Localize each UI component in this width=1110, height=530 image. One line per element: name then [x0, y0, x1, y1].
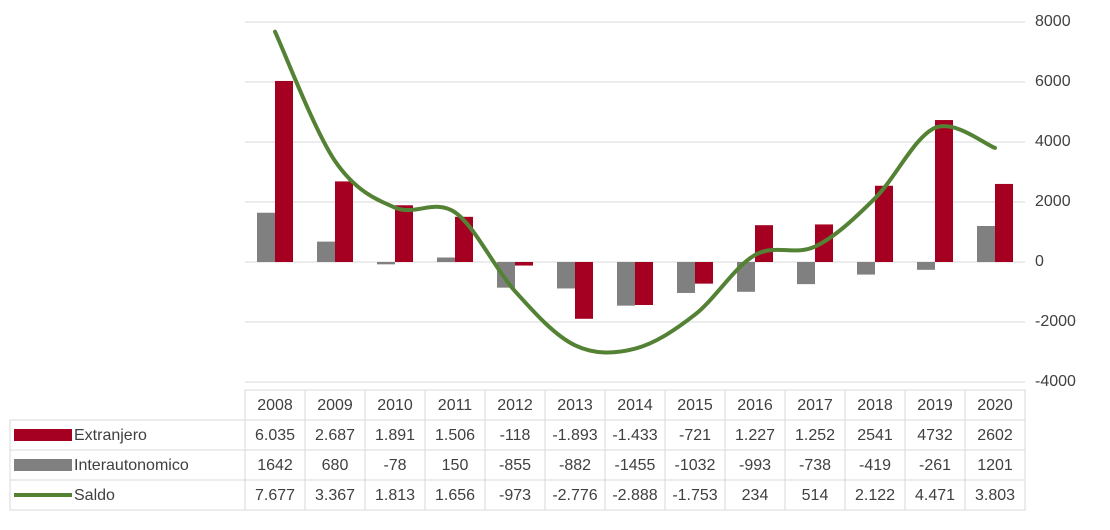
- bar: [515, 262, 533, 266]
- table-value: 1.656: [435, 487, 475, 504]
- x-tick-label: 2013: [557, 397, 593, 414]
- x-tick-label: 2008: [257, 397, 293, 414]
- bar: [437, 257, 455, 262]
- bar: [797, 262, 815, 285]
- legend-label: Extranjero: [74, 427, 147, 444]
- bar: [557, 262, 575, 289]
- table-value: 3.367: [315, 487, 355, 504]
- bar: [857, 262, 875, 275]
- bar: [755, 225, 773, 262]
- bar: [497, 262, 515, 288]
- bar: [635, 262, 653, 305]
- table-value: -973: [499, 487, 531, 504]
- table-value: 2.687: [315, 427, 355, 444]
- table-value: -419: [859, 457, 891, 474]
- table-value: -118: [500, 427, 531, 444]
- bar: [455, 216, 473, 262]
- y-tick-label: -4000: [1035, 373, 1076, 390]
- table-value: 2602: [977, 427, 1013, 444]
- table-value: 6.035: [255, 427, 295, 444]
- bar: [695, 262, 713, 284]
- x-tick-label: 2018: [857, 397, 893, 414]
- bar: [257, 212, 275, 262]
- bar: [977, 225, 995, 262]
- table-value: 2.122: [855, 487, 895, 504]
- table-value: 1.891: [375, 427, 415, 444]
- bar: [737, 262, 755, 292]
- line: [273, 29, 997, 355]
- table-value: 234: [742, 487, 769, 504]
- y-tick-label: -2000: [1035, 313, 1076, 330]
- table-value: 514: [802, 487, 829, 504]
- table-value: 1.506: [435, 427, 475, 444]
- bar: [395, 205, 413, 262]
- bar: [995, 183, 1013, 262]
- legend-key: [14, 429, 72, 441]
- table-value: -2.888: [612, 487, 657, 504]
- table-value: -993: [739, 457, 771, 474]
- table-value: -1455: [615, 457, 656, 474]
- y-tick-label: 0: [1035, 253, 1044, 270]
- table-value: 7.677: [255, 487, 295, 504]
- table-value: -882: [559, 457, 591, 474]
- table-value: -2.776: [552, 487, 597, 504]
- x-tick-label: 2014: [617, 397, 653, 414]
- bar: [935, 120, 953, 262]
- table-value: -1.433: [612, 427, 657, 444]
- table-value: 1.813: [375, 487, 415, 504]
- x-tick-label: 2016: [737, 397, 773, 414]
- bar: [617, 262, 635, 306]
- table-value: 3.803: [975, 487, 1015, 504]
- table-value: 4732: [917, 427, 953, 444]
- table-value: 2541: [857, 427, 893, 444]
- legend-label: Saldo: [74, 487, 115, 504]
- legend-key: [14, 459, 72, 471]
- table-value: 4.471: [915, 487, 955, 504]
- table-value: -1032: [675, 457, 716, 474]
- bar: [317, 241, 335, 262]
- x-tick-label: 2011: [438, 397, 473, 414]
- x-tick-label: 2010: [377, 397, 413, 414]
- bar: [875, 185, 893, 262]
- table-value: 1.252: [795, 427, 835, 444]
- bar: [677, 262, 695, 293]
- y-tick-label: 8000: [1035, 13, 1071, 30]
- table-value: -855: [499, 457, 531, 474]
- bar: [335, 181, 353, 262]
- table-value: 1201: [977, 457, 1013, 474]
- x-tick-label: 2017: [797, 397, 833, 414]
- y-tick-label: 4000: [1035, 133, 1071, 150]
- table-value: -1.893: [552, 427, 597, 444]
- table-value: -738: [799, 457, 831, 474]
- bar: [575, 262, 593, 319]
- bar: [377, 262, 395, 265]
- table-value: -721: [679, 427, 711, 444]
- legend-label: Interautonomico: [74, 457, 189, 474]
- table-value: 1642: [257, 457, 293, 474]
- x-tick-label: 2012: [497, 397, 533, 414]
- table-value: 680: [322, 457, 349, 474]
- table-value: -1.753: [672, 487, 717, 504]
- x-tick-label: 2019: [917, 397, 953, 414]
- x-tick-label: 2009: [317, 397, 353, 414]
- table-value: -78: [383, 457, 406, 474]
- table-value: -261: [919, 457, 951, 474]
- x-tick-label: 2020: [977, 397, 1013, 414]
- y-tick-label: 2000: [1035, 193, 1071, 210]
- y-tick-label: 6000: [1035, 73, 1071, 90]
- table-value: 1.227: [735, 427, 775, 444]
- bar: [275, 80, 293, 262]
- x-tick-label: 2015: [677, 397, 713, 414]
- bar: [917, 262, 935, 270]
- table-value: 150: [442, 457, 469, 474]
